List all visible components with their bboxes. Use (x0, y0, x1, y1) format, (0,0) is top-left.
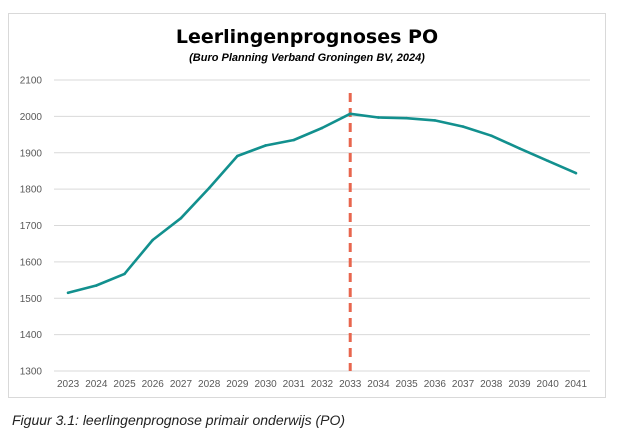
chart-frame (8, 13, 606, 398)
y-tick-label: 1500 (20, 294, 43, 305)
x-tick-label: 2034 (367, 379, 390, 390)
y-tick-label: 2000 (20, 112, 43, 123)
y-tick-labels: 1300 1400 1500 1600 1700 1800 1900 2000 2100 (20, 76, 43, 378)
data-point (292, 138, 296, 142)
x-tick-label: 2037 (452, 379, 475, 390)
x-tick-label: 2039 (508, 379, 531, 390)
chart-title: Leerlingenprognoses PO (175, 26, 439, 48)
data-point (377, 116, 380, 119)
x-tick-label: 2025 (113, 379, 136, 390)
chart-subtitle: (Buro Planning Verband Groningen BV, 202… (189, 52, 425, 64)
data-point (518, 147, 521, 150)
data-point (66, 291, 70, 295)
x-tick-label: 2027 (170, 379, 193, 390)
x-tick-label: 2030 (254, 379, 277, 390)
x-tick-labels: 2023 2024 2025 2026 2027 2028 2029 2030 2031 2032… (57, 379, 587, 390)
data-point (151, 238, 155, 242)
data-point (348, 112, 352, 116)
x-tick-label: 2036 (424, 379, 447, 390)
series-line (66, 112, 578, 295)
data-point (179, 216, 183, 220)
data-point (264, 144, 267, 147)
data-point (546, 159, 549, 163)
data-point (433, 119, 437, 122)
y-tick-label: 1700 (20, 221, 43, 232)
x-tick-label: 2033 (339, 379, 362, 390)
x-tick-label: 2023 (57, 379, 80, 390)
y-tick-label: 1600 (20, 257, 43, 268)
x-tick-label: 2041 (565, 379, 588, 390)
x-tick-label: 2035 (396, 379, 419, 390)
y-tick-label: 1400 (20, 330, 43, 341)
data-point (123, 272, 126, 276)
x-tick-label: 2024 (85, 379, 108, 390)
x-tick-label: 2040 (537, 379, 560, 390)
grid-lines (54, 79, 590, 372)
data-point (489, 134, 493, 137)
y-tick-label: 2100 (20, 76, 43, 87)
x-tick-label: 2026 (142, 379, 165, 390)
y-tick-label: 1900 (20, 148, 43, 159)
x-tick-label: 2028 (198, 379, 221, 390)
data-point (207, 186, 211, 190)
data-point (574, 171, 578, 175)
x-tick-label: 2032 (311, 379, 334, 390)
x-tick-label: 2029 (226, 379, 249, 390)
data-point (95, 284, 98, 287)
y-tick-label: 1800 (20, 185, 43, 196)
series-layer (66, 112, 578, 295)
data-point (461, 125, 465, 128)
data-point (320, 126, 324, 130)
y-tick-label: 1300 (20, 367, 43, 378)
figure-caption: Figuur 3.1: leerlingenprognose primair o… (12, 412, 346, 428)
x-tick-label: 2038 (480, 379, 503, 390)
data-point (405, 116, 408, 120)
data-point (236, 154, 239, 158)
x-tick-label: 2031 (283, 379, 306, 390)
